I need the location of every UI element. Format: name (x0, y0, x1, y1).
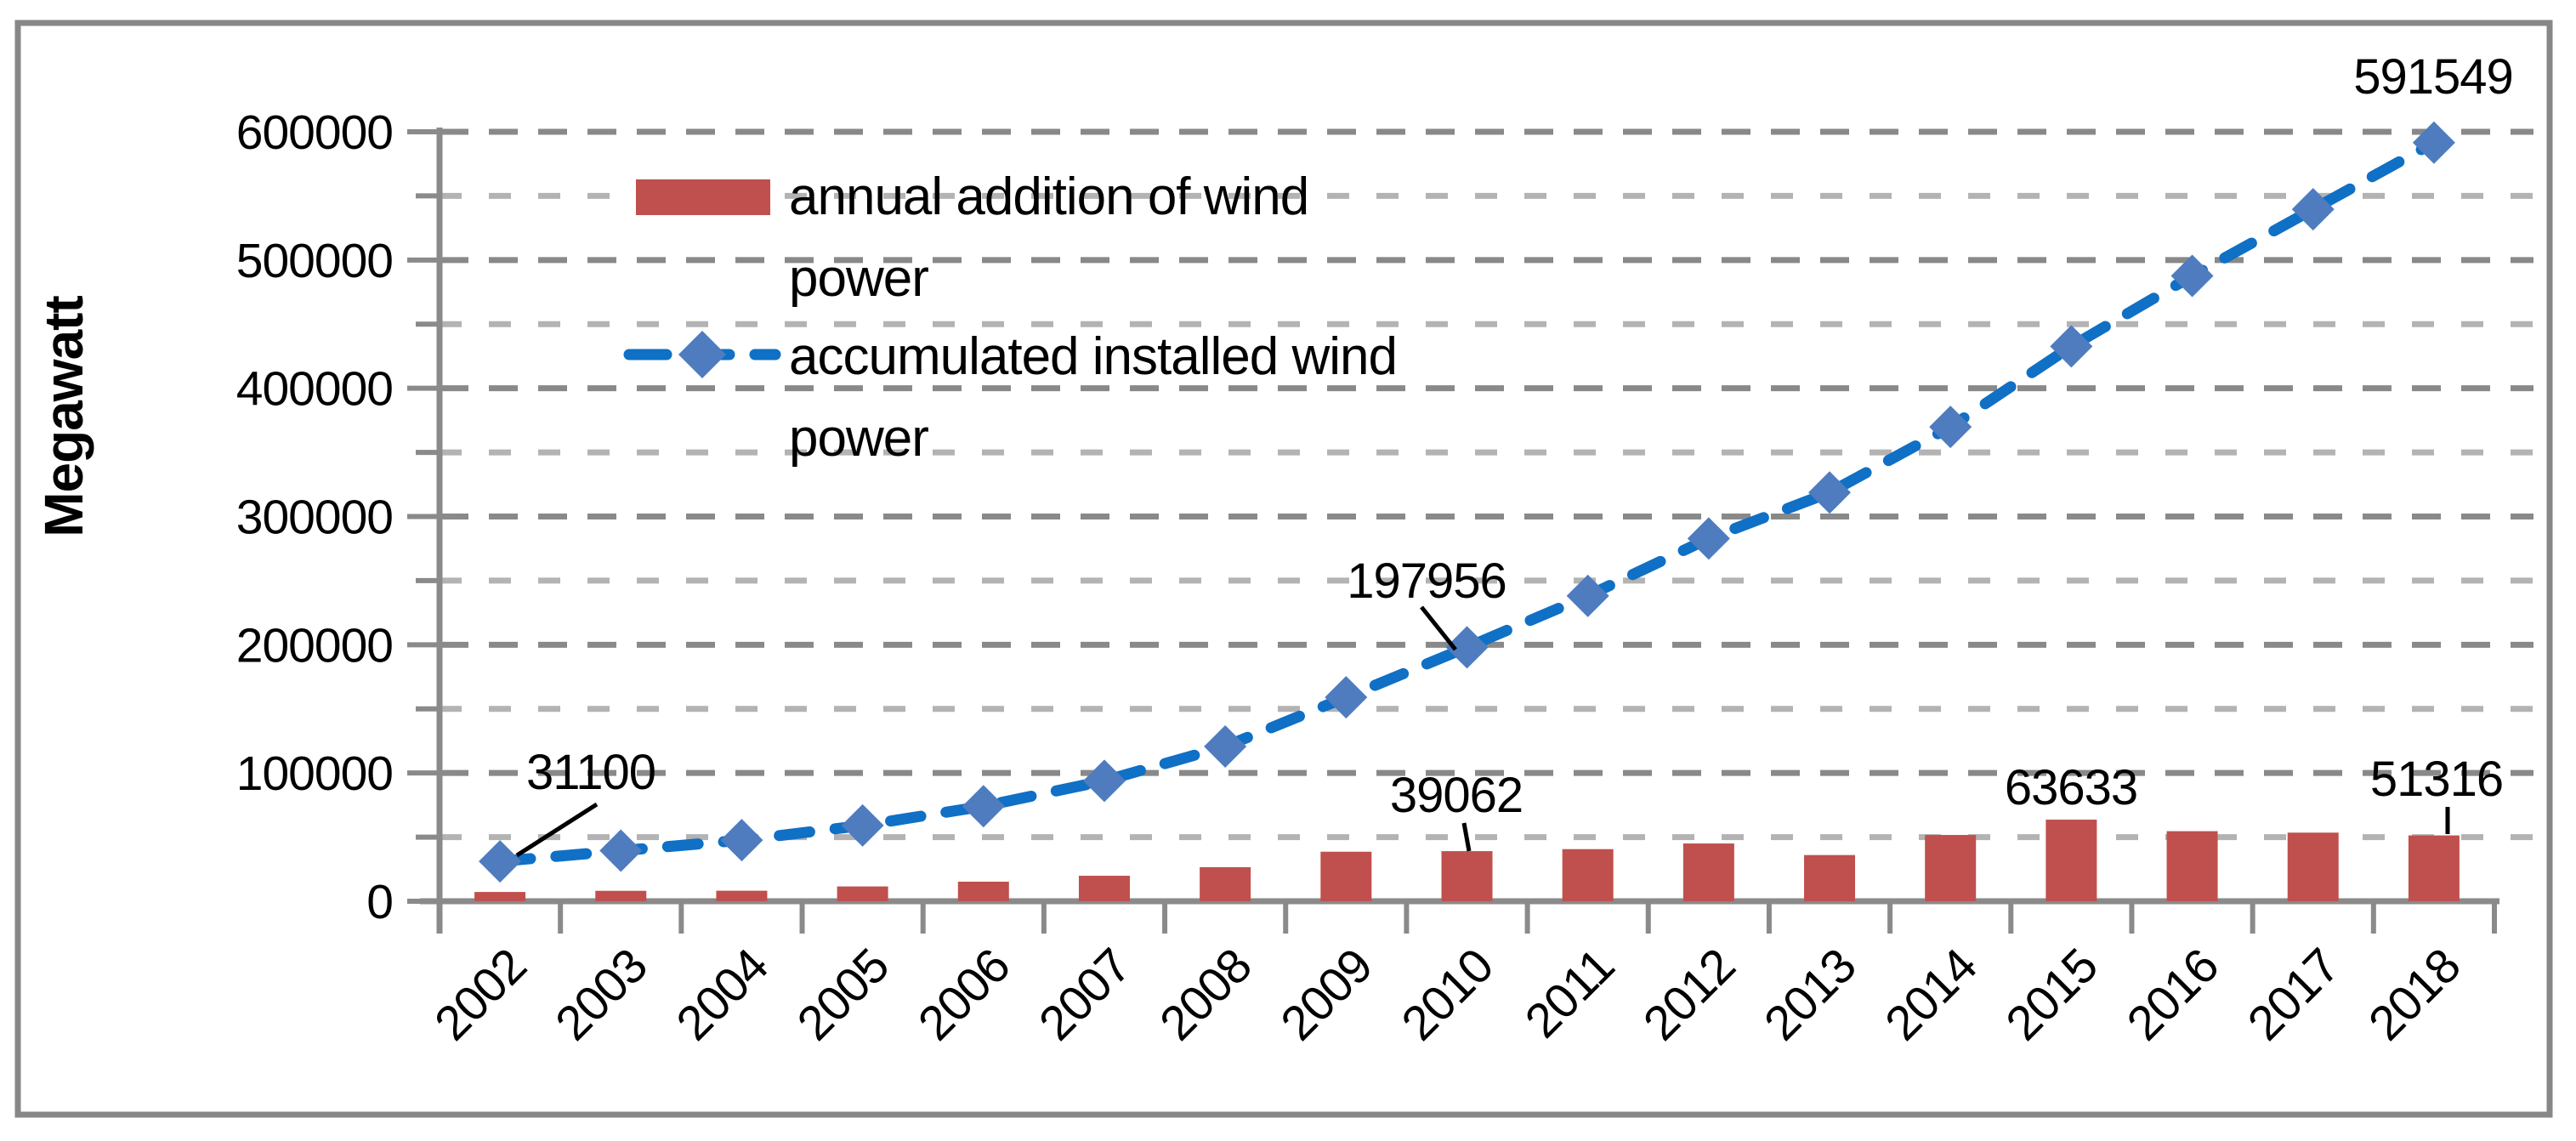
annotation-leader-line (1461, 822, 1472, 852)
y-axis-tick-label: 0 (366, 875, 393, 929)
annual-addition-bar (1925, 835, 1977, 901)
x-axis-year-label: 2009 (1270, 939, 1382, 1051)
diamond-marker (2291, 188, 2335, 231)
y-axis-tick-label: 600000 (236, 105, 393, 160)
data-label: 31100 (526, 745, 655, 800)
annual-addition-bar (2287, 832, 2339, 901)
diamond-marker (2050, 325, 2093, 368)
x-axis-year-label: 2011 (1515, 939, 1625, 1048)
annual-addition-bar (837, 886, 888, 901)
diamond-marker (1808, 471, 1852, 514)
annotation-leader-line (1420, 605, 1457, 651)
y-axis-title: Megawatt (33, 296, 94, 537)
legend-diamond-marker (678, 331, 726, 378)
annual-addition-bar (595, 890, 647, 901)
legend-label-accumulated: accumulated installed wind (789, 327, 1397, 386)
legend-label-annual: annual addition of wind (789, 167, 1308, 226)
diamond-marker (962, 785, 1005, 828)
x-axis-year-label: 2002 (424, 939, 536, 1051)
x-axis-year-label: 2005 (787, 939, 899, 1051)
diamond-marker (1204, 724, 1247, 768)
gridlines (440, 128, 2533, 841)
x-axis-year-label: 2013 (1754, 939, 1866, 1051)
x-axis-year-label: 2012 (1633, 939, 1745, 1051)
annual-addition-bar (1078, 876, 1130, 901)
y-axis-tick-label: 100000 (236, 746, 393, 801)
bar-series-annual-addition (474, 820, 2460, 901)
diamond-marker (1082, 759, 1126, 803)
annotation-leader-line (515, 802, 599, 858)
y-axis-tick-label: 400000 (236, 362, 393, 417)
diamond-marker (1929, 406, 1972, 449)
y-axis: 0 100000 200000 300000 400000 500000 600000 (236, 105, 460, 934)
line-series-accumulated (479, 121, 2455, 883)
chart-outer-border (14, 20, 2553, 1118)
x-axis-year-label: 2004 (667, 939, 779, 1051)
y-axis-tick-label: 500000 (236, 234, 393, 288)
annual-addition-bar (474, 892, 526, 901)
x-axis-year-label: 2016 (2117, 939, 2229, 1051)
diamond-marker (2412, 121, 2455, 164)
x-axis-year-label: 2017 (2238, 939, 2350, 1051)
legend-label-annual: power (789, 249, 928, 308)
data-label-annotations: 31100 197956 591549 39062 63633 51316 (515, 49, 2514, 858)
data-label: 591549 (2353, 49, 2513, 105)
legend: annual addition of wind power accumulated … (623, 167, 1398, 468)
annual-addition-bar (957, 882, 1009, 901)
x-axis-year-label: 2007 (1029, 939, 1141, 1051)
data-label: 39062 (1390, 768, 1523, 823)
diamond-marker (720, 819, 763, 862)
diamond-marker (841, 803, 884, 847)
diamond-marker (1687, 517, 1730, 560)
diamond-marker (599, 829, 643, 872)
x-axis-year-label: 2003 (545, 939, 657, 1051)
annual-addition-bar (716, 890, 768, 901)
x-axis-year-label: 2014 (1875, 939, 1987, 1051)
diamond-marker (1566, 574, 1609, 617)
x-axis-year-label: 2015 (1995, 939, 2108, 1051)
y-axis-tick-label: 200000 (236, 618, 393, 673)
annual-addition-bar (1562, 849, 1614, 901)
diamond-marker (1445, 626, 1489, 669)
diamond-marker (2170, 254, 2214, 298)
data-label: 63633 (2005, 760, 2137, 815)
annual-addition-bar (1200, 866, 1251, 901)
y-axis-tick-label: 300000 (236, 491, 393, 545)
legend-label-accumulated: power (789, 409, 928, 468)
annual-addition-bar (2166, 831, 2218, 901)
x-axis-year-label: 2010 (1392, 939, 1504, 1051)
chart-border (14, 20, 2553, 1118)
diamond-marker (1325, 676, 1368, 719)
annual-addition-bar (1320, 851, 1372, 901)
data-label: 197956 (1347, 553, 1506, 609)
x-axis: 2002 2003 2004 2005 2006 2007 2008 2009 2010 2011… (420, 898, 2499, 1051)
annual-addition-bar (1441, 851, 1493, 901)
annual-addition-bar (1682, 843, 1734, 901)
annual-addition-bar (2045, 820, 2097, 901)
x-axis-year-label: 2006 (908, 939, 1020, 1051)
diamond-marker (479, 840, 522, 883)
data-label: 51316 (2370, 752, 2503, 807)
x-axis-year-label: 2018 (2358, 939, 2471, 1051)
annual-addition-bar (2408, 835, 2460, 901)
annual-addition-bar (1804, 854, 1856, 901)
legend-bar-swatch (636, 179, 770, 215)
x-axis-year-label: 2008 (1149, 939, 1262, 1051)
